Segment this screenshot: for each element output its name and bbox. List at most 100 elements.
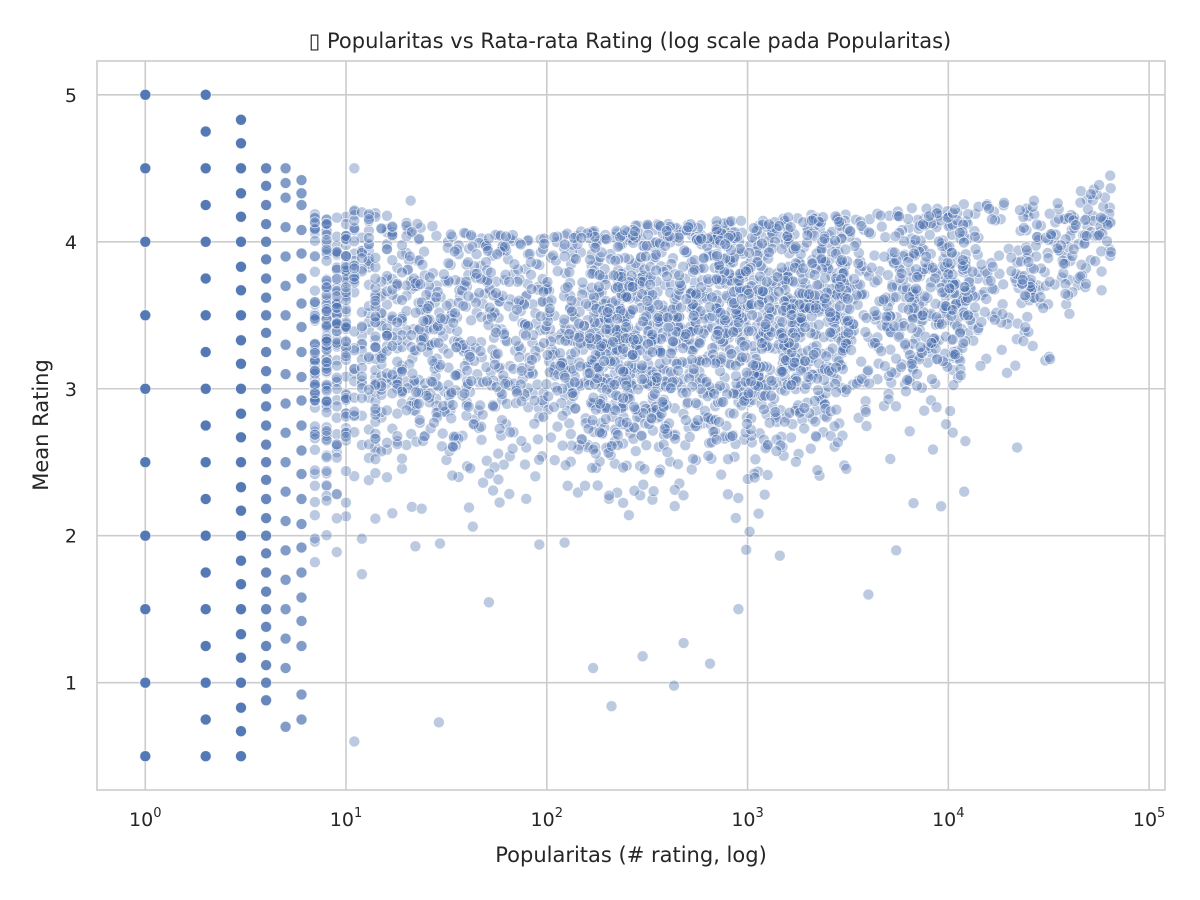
data-point	[984, 274, 997, 287]
data-point	[447, 316, 460, 329]
data-point	[235, 529, 247, 542]
data-point	[706, 291, 718, 304]
data-point	[692, 414, 704, 427]
data-point	[386, 387, 399, 400]
data-point	[199, 493, 212, 505]
data-point	[626, 348, 639, 361]
data-point	[320, 479, 333, 492]
data-point	[810, 430, 822, 442]
data-point	[776, 316, 789, 328]
data-point	[466, 520, 479, 533]
data-point	[840, 383, 853, 396]
data-point	[235, 651, 247, 664]
data-point	[830, 361, 842, 374]
data-point	[369, 432, 382, 445]
data-point	[309, 532, 321, 545]
x-tick-exponent: 5	[1157, 806, 1165, 821]
data-point	[687, 453, 699, 465]
data-point	[295, 297, 308, 310]
data-point	[235, 676, 247, 689]
data-point	[728, 451, 741, 463]
data-point	[844, 225, 856, 237]
data-point	[559, 459, 572, 472]
data-point	[309, 347, 321, 359]
data-point	[740, 543, 753, 556]
data-point	[320, 217, 333, 230]
data-point	[540, 378, 553, 391]
data-point	[640, 439, 653, 452]
data-point	[911, 368, 923, 380]
data-point	[846, 378, 859, 391]
data-point	[309, 235, 321, 247]
data-point	[725, 215, 738, 228]
data-point	[295, 371, 308, 383]
data-point	[609, 404, 622, 417]
data-point	[199, 456, 212, 469]
data-point	[1044, 353, 1056, 365]
data-point	[620, 290, 633, 303]
data-point	[483, 467, 496, 480]
data-point	[369, 272, 382, 285]
data-point	[309, 387, 321, 400]
data-point	[820, 350, 833, 363]
data-point	[295, 187, 308, 200]
data-point	[603, 489, 615, 502]
data-point	[433, 716, 445, 729]
data-point	[587, 443, 600, 456]
data-point	[735, 215, 747, 227]
data-point	[199, 750, 212, 763]
data-point	[199, 125, 212, 138]
data-point	[871, 274, 884, 287]
data-point	[732, 492, 745, 504]
data-point	[551, 420, 564, 433]
data-point	[620, 379, 633, 392]
data-point	[889, 230, 902, 243]
data-point	[811, 464, 824, 477]
data-point	[438, 268, 450, 281]
data-point	[974, 360, 987, 372]
data-point	[855, 355, 868, 368]
data-point	[489, 326, 502, 339]
data-point	[770, 445, 783, 457]
data-point	[199, 162, 212, 175]
grid-lines	[97, 61, 1165, 790]
data-point	[564, 428, 577, 440]
x-tick-label: 100	[129, 806, 161, 831]
data-point	[415, 502, 428, 515]
data-point	[320, 425, 333, 437]
data-point	[534, 310, 547, 323]
data-point	[470, 267, 483, 280]
data-point	[1018, 222, 1030, 234]
data-point	[533, 341, 546, 354]
data-point	[391, 316, 404, 329]
data-point	[279, 309, 292, 322]
data-point	[900, 385, 912, 398]
data-point	[636, 359, 648, 372]
data-point	[295, 174, 308, 186]
data-point	[519, 458, 531, 471]
data-point	[381, 329, 393, 342]
data-point	[309, 428, 321, 441]
data-point	[687, 363, 700, 376]
data-point	[279, 515, 292, 527]
data-point	[860, 420, 873, 432]
data-point	[809, 302, 822, 315]
data-point	[1016, 273, 1029, 286]
data-point	[500, 230, 512, 243]
data-point	[679, 414, 692, 426]
data-point	[436, 440, 448, 453]
data-point	[369, 330, 382, 343]
data-point	[743, 525, 756, 538]
data-point	[717, 396, 729, 408]
data-point	[1093, 179, 1105, 191]
data-point	[446, 441, 459, 453]
data-point	[465, 335, 478, 347]
data-point	[279, 221, 292, 233]
data-point	[569, 402, 582, 415]
data-point	[738, 340, 751, 353]
data-point	[340, 350, 352, 363]
data-point	[893, 210, 905, 223]
data-point	[805, 321, 818, 333]
data-point	[235, 725, 247, 738]
data-point	[923, 229, 936, 241]
